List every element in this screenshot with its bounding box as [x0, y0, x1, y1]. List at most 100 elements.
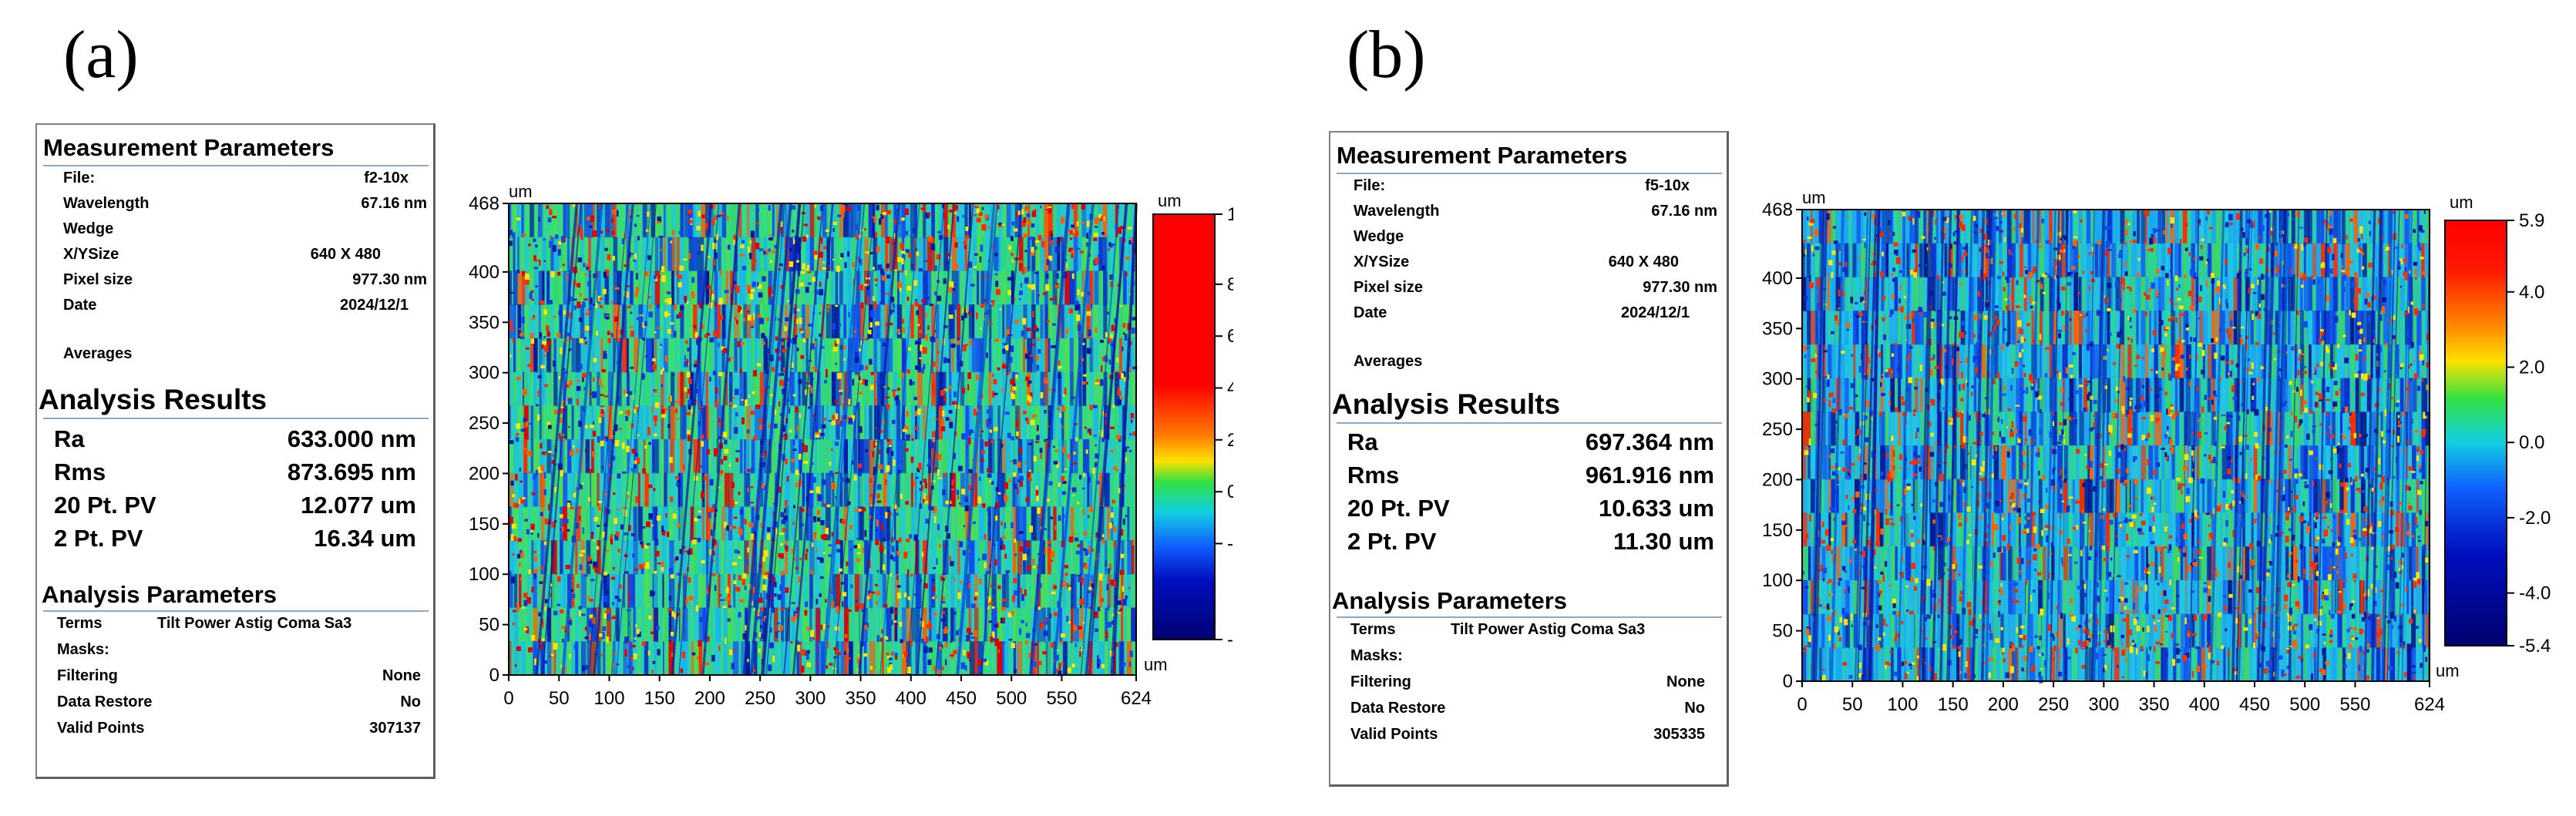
colorbar-tick-label: -2.0 — [2519, 508, 2551, 529]
x-tick-label: 624 — [1121, 688, 1152, 709]
y-tick-label: 150 — [469, 514, 499, 535]
x-unit-label: um — [1144, 655, 1168, 674]
x-tick-label: 550 — [1046, 688, 1077, 709]
x-tick-label: 350 — [2139, 694, 2170, 715]
colorbar-tick-label: 0.0 — [1227, 482, 1233, 502]
y-tick-label: 350 — [1762, 318, 1793, 339]
divider — [43, 418, 429, 419]
y-tick-label: 468 — [1762, 200, 1793, 220]
colorbar-tick-label: -4.0 — [2519, 583, 2551, 604]
y-tick-label: 300 — [469, 363, 499, 384]
x-tick-label: 50 — [549, 688, 570, 709]
y-tick-label: 468 — [469, 193, 499, 214]
result-row-rms: Rms 873.695 nm — [54, 458, 416, 485]
y-tick-label: 50 — [1772, 621, 1793, 642]
y-axis: 468 400 350 300 250 200 150 100 50 0 — [1762, 200, 1802, 692]
colorbar-tick-label: -5.7 — [1227, 630, 1233, 650]
colorbar-tick-label: 6.0 — [1227, 326, 1233, 347]
colorbar-tick-label: 2.0 — [2519, 358, 2544, 378]
x-unit-label: um — [2436, 661, 2460, 680]
x-tick-label: 500 — [2289, 694, 2320, 715]
x-tick-label: 250 — [745, 688, 775, 709]
result-row-rms: Rms 961.916 nm — [1347, 462, 1714, 489]
colorbar-tick-label: -2.0 — [1227, 533, 1233, 554]
y-axis: 468 400 350 300 250 200 150 100 50 0 — [469, 193, 509, 686]
colorbar-ticks: 5.9 4.0 2.0 0.0 -2.0 -4.0 -5.4 — [2507, 210, 2551, 656]
y-tick-label: 400 — [469, 262, 499, 283]
y-tick-label: 150 — [1762, 520, 1793, 541]
analysis-results-title: Analysis Results — [1332, 388, 1561, 420]
y-tick-label: 0 — [1783, 671, 1793, 692]
colorbar-tick-label: 5.9 — [2519, 210, 2544, 231]
result-row-2pt-pv: 2 Pt. PV 16.34 um — [54, 525, 416, 552]
colorbar-unit-label: um — [2450, 193, 2473, 212]
panel-a-parameters-box: Measurement Parameters File: f2-10x Wave… — [35, 123, 435, 779]
y-tick-label: 250 — [469, 413, 499, 434]
divider — [1337, 616, 1722, 618]
x-tick-label: 250 — [2038, 694, 2069, 715]
colorbar-tick-label: 0.0 — [2519, 432, 2544, 453]
colorbar-ticks: 10.7 8.0 6.0 4.0 2.0 0.0 -2.0 -5.7 — [1215, 204, 1233, 650]
colorbar-tick-label: 4.0 — [1227, 378, 1233, 399]
panel-a-label: (a) — [63, 18, 139, 92]
x-tick-label: 500 — [996, 688, 1027, 709]
y-tick-label: 100 — [1762, 570, 1793, 591]
y-tick-label: 100 — [469, 564, 499, 585]
divider — [1337, 173, 1722, 174]
colorbar-tick-label: 10.7 — [1227, 204, 1233, 225]
x-tick-label: 150 — [644, 688, 675, 709]
x-tick-label: 0 — [1797, 694, 1807, 715]
y-tick-label: 300 — [1762, 369, 1793, 390]
y-unit-label: um — [509, 182, 533, 201]
x-tick-label: 624 — [2414, 694, 2445, 715]
y-unit-label: um — [1802, 188, 1826, 207]
x-tick-label: 450 — [946, 688, 977, 709]
y-tick-label: 200 — [1762, 469, 1793, 490]
x-tick-label: 300 — [2088, 694, 2119, 715]
measurement-parameters-title: Measurement Parameters — [43, 134, 335, 161]
colorbar — [1152, 213, 1216, 640]
x-tick-label: 100 — [594, 688, 624, 709]
x-tick-label: 300 — [795, 688, 826, 709]
x-tick-label: 400 — [896, 688, 926, 709]
panel-b-label: (b) — [1347, 18, 1426, 92]
colorbar-tick-label: 8.0 — [1227, 274, 1233, 295]
y-tick-label: 200 — [469, 463, 499, 484]
y-tick-label: 50 — [479, 615, 499, 636]
x-tick-label: 0 — [503, 688, 513, 709]
x-tick-label: 350 — [846, 688, 876, 709]
analysis-results-title: Analysis Results — [39, 384, 267, 415]
colorbar-unit-label: um — [1158, 191, 1182, 210]
x-axis: 0 50 100 150 200 250 300 350 400 450 500 550 624 — [503, 675, 1152, 709]
measurement-parameters-title: Measurement Parameters — [1337, 142, 1628, 169]
x-tick-label: 450 — [2239, 694, 2270, 715]
x-tick-label: 50 — [1842, 694, 1863, 715]
divider — [43, 165, 429, 166]
y-tick-label: 0 — [489, 665, 499, 686]
plot-frame — [508, 203, 1137, 676]
x-tick-label: 550 — [2339, 694, 2370, 715]
analysis-parameters-title: Analysis Parameters — [42, 581, 277, 608]
colorbar-tick-label: 2.0 — [1227, 430, 1233, 451]
plot-frame — [1801, 209, 2430, 682]
divider — [1337, 422, 1722, 424]
y-tick-label: 400 — [1762, 268, 1793, 289]
x-tick-label: 400 — [2189, 694, 2220, 715]
panel-b-parameters-box: Measurement Parameters File: f5-10x Wave… — [1329, 131, 1729, 787]
divider — [43, 610, 429, 612]
x-tick-label: 100 — [1887, 694, 1918, 715]
result-row-20pt-pv: 20 Pt. PV 10.633 um — [1347, 495, 1714, 522]
analysis-parameters-title: Analysis Parameters — [1332, 587, 1568, 614]
result-row-2pt-pv: 2 Pt. PV 11.30 um — [1347, 528, 1714, 555]
y-tick-label: 250 — [1762, 419, 1793, 440]
result-row-ra: Ra 633.000 nm — [54, 425, 416, 452]
x-tick-label: 200 — [694, 688, 725, 709]
x-axis: 0 50 100 150 200 250 300 350 400 450 500 550 624 — [1797, 681, 2445, 715]
y-tick-label: 350 — [469, 312, 499, 333]
colorbar-tick-label: -5.4 — [2519, 636, 2551, 656]
x-tick-label: 200 — [1988, 694, 2019, 715]
x-tick-label: 150 — [1938, 694, 1969, 715]
result-row-20pt-pv: 20 Pt. PV 12.077 um — [54, 492, 416, 519]
